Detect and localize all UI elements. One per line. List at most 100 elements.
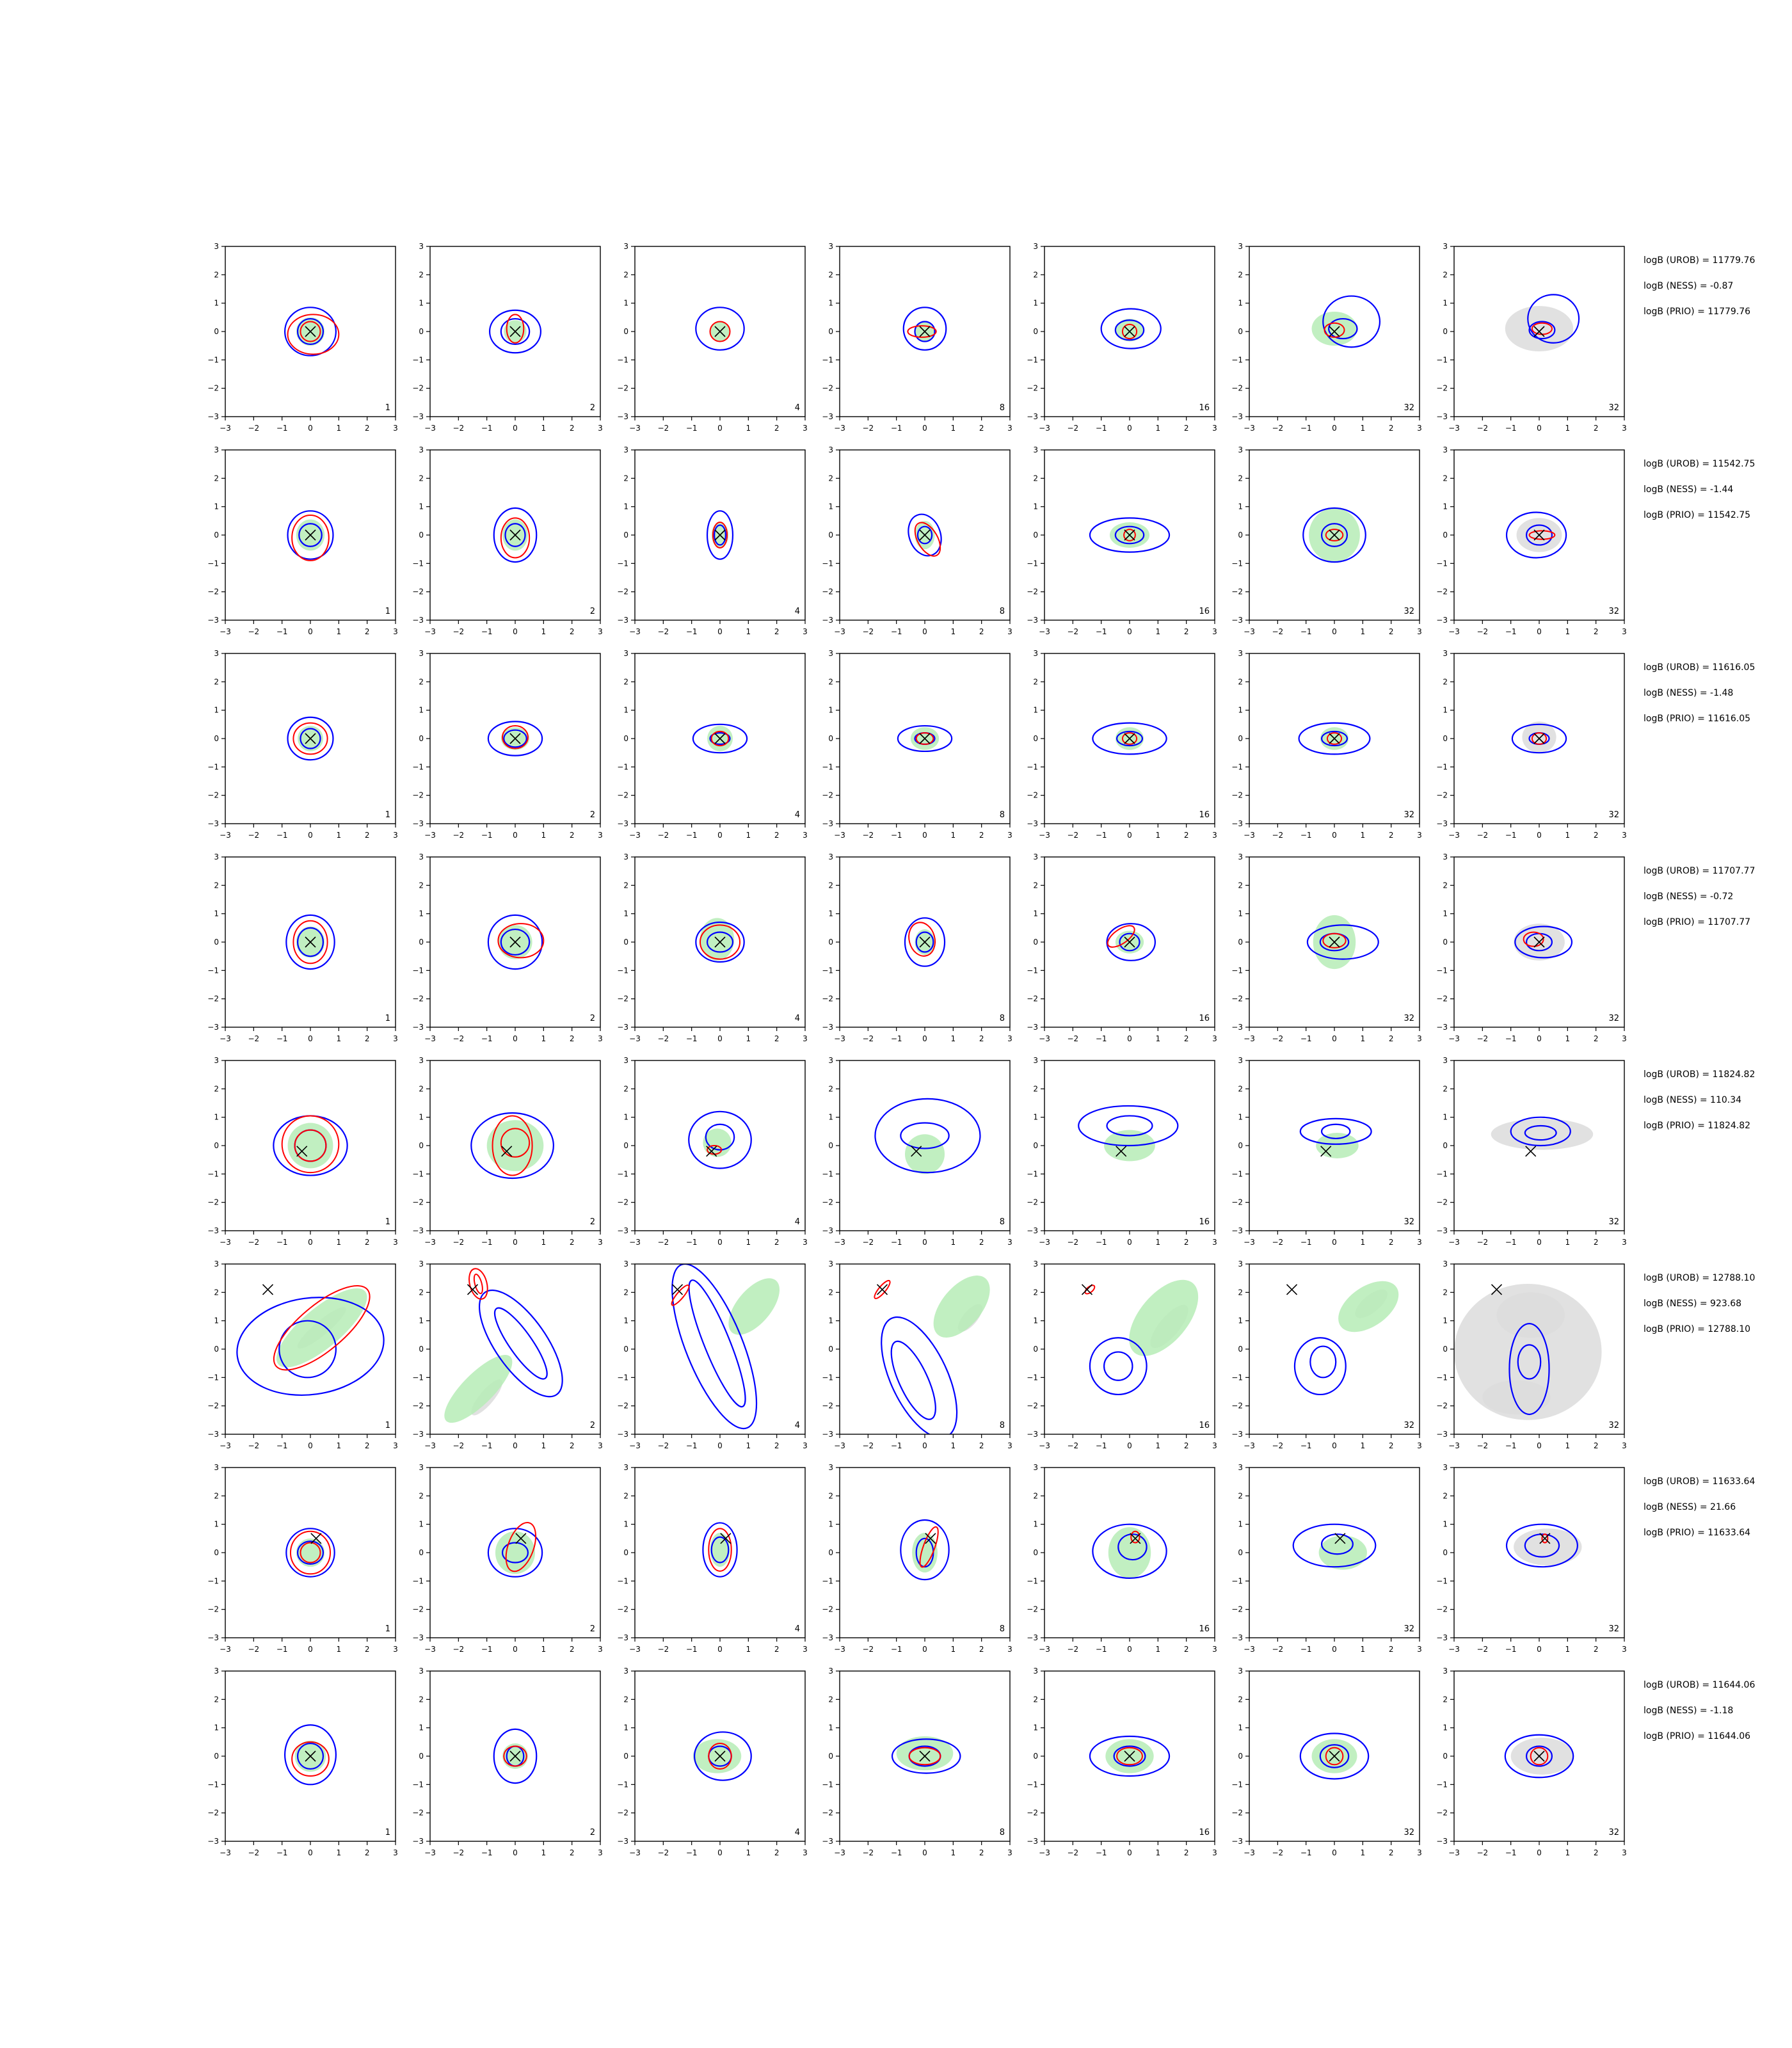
y-tick-label: −2 <box>1231 1605 1243 1614</box>
x-tick-label: 3 <box>1417 1441 1422 1450</box>
blue-contour <box>1293 1337 1347 1396</box>
x-tick-label: −2 <box>1476 831 1488 840</box>
y-tick-label: −1 <box>822 1576 833 1585</box>
y-tick-label: 0 <box>214 1345 219 1354</box>
panel-plot-area <box>1311 295 1381 348</box>
y-tick-label: −1 <box>1436 1169 1448 1178</box>
x-tick-label: −1 <box>1096 424 1107 433</box>
x-tick-label: −3 <box>629 1441 641 1450</box>
panel-plot-area <box>874 1098 981 1174</box>
y-tick-label: 2 <box>419 881 424 890</box>
red-contour <box>915 732 934 745</box>
y-tick-label: 3 <box>1033 852 1038 861</box>
y-tick-label: 2 <box>1033 1084 1038 1093</box>
y-tick-label: 0 <box>623 1752 628 1761</box>
y-tick-label: −1 <box>822 1780 833 1789</box>
x-tick-label: 1 <box>541 627 547 636</box>
red-contour <box>1107 925 1135 948</box>
true-value-marker <box>305 529 316 541</box>
panel-size-label: 4 <box>795 810 800 820</box>
x-tick-label: −1 <box>1300 1034 1312 1043</box>
y-tick-label: −2 <box>1027 588 1038 596</box>
y-tick-label: −3 <box>412 1023 424 1032</box>
true-value-marker <box>305 936 316 948</box>
y-tick-label: 0 <box>1443 1345 1448 1354</box>
logb-stat-label: logB (NESS) = 21.66 <box>1644 1502 1736 1512</box>
x-tick-label: 2 <box>1184 831 1189 840</box>
x-tick-label: 3 <box>1622 831 1627 840</box>
y-tick-label: −1 <box>617 559 628 568</box>
x-tick-label: −1 <box>276 424 288 433</box>
panel-size-label: 8 <box>1000 1014 1005 1023</box>
true-value-marker <box>714 936 726 948</box>
y-tick-label: 0 <box>828 1345 833 1354</box>
x-tick-label: 1 <box>746 1441 751 1450</box>
x-tick-label: 3 <box>1417 831 1422 840</box>
y-tick-label: −1 <box>822 355 833 364</box>
x-tick-label: 3 <box>803 1238 808 1247</box>
y-tick-label: 2 <box>419 474 424 483</box>
blue-contour <box>916 525 933 545</box>
x-tick-label: 2 <box>979 1034 984 1043</box>
x-tick-label: 0 <box>1537 831 1542 840</box>
panel-plot-area <box>487 721 543 756</box>
x-tick-label: −1 <box>1505 1238 1517 1247</box>
y-tick-label: 3 <box>419 1260 424 1268</box>
x-tick-label: −1 <box>481 1238 493 1247</box>
x-tick-label: −3 <box>1244 424 1255 433</box>
panel-size-label: 4 <box>795 403 800 413</box>
y-tick-label: 0 <box>1033 1548 1038 1557</box>
x-tick-label: 0 <box>1537 627 1542 636</box>
y-tick-label: 1 <box>214 299 219 308</box>
y-tick-label: 3 <box>214 852 219 861</box>
x-tick-label: 3 <box>1007 1441 1012 1450</box>
true-value-marker <box>714 1750 726 1762</box>
x-tick-label: 1 <box>541 1238 547 1247</box>
x-tick-label: 3 <box>1417 1848 1422 1857</box>
x-tick-label: −1 <box>276 1645 288 1654</box>
x-tick-label: 2 <box>774 1034 780 1043</box>
logb-stat-label: logB (PRIO) = 11779.76 <box>1644 307 1750 317</box>
x-tick-label: 0 <box>1127 627 1132 636</box>
panel-size-label: 16 <box>1199 403 1210 413</box>
y-tick-label: 1 <box>1033 502 1038 511</box>
x-tick-label: −3 <box>1244 1238 1255 1247</box>
red-contour <box>908 922 936 957</box>
y-tick-label: 2 <box>623 1288 628 1297</box>
x-tick-label: 2 <box>1389 1238 1394 1247</box>
y-tick-label: 0 <box>419 1752 424 1761</box>
y-tick-label: −3 <box>617 1023 628 1032</box>
y-tick-label: −3 <box>207 616 219 625</box>
y-tick-label: −1 <box>207 762 219 771</box>
y-tick-label: 3 <box>214 1260 219 1268</box>
y-tick-label: 2 <box>214 1084 219 1093</box>
blue-contour <box>897 724 953 753</box>
y-tick-label: 0 <box>623 734 628 743</box>
x-tick-label: 3 <box>1622 424 1627 433</box>
x-tick-label: −2 <box>1067 1441 1078 1450</box>
y-tick-label: 0 <box>1033 938 1038 947</box>
x-tick-label: 0 <box>513 1645 518 1654</box>
x-tick-label: 0 <box>717 831 723 840</box>
y-tick-label: 2 <box>1033 1695 1038 1704</box>
x-tick-label: 2 <box>1594 1645 1599 1654</box>
blue-contour <box>488 309 542 354</box>
blue-contour <box>881 1316 958 1434</box>
blue-contour <box>1089 517 1171 553</box>
y-tick-label: 0 <box>1033 327 1038 336</box>
panel-plot-area <box>1078 1105 1179 1162</box>
y-tick-label: 3 <box>828 1667 833 1676</box>
x-tick-label: −3 <box>1244 1441 1255 1450</box>
x-tick-label: 1 <box>337 1238 342 1247</box>
panel-size-label: 1 <box>385 1828 390 1837</box>
x-tick-label: 2 <box>774 627 780 636</box>
blue-contour <box>285 914 335 970</box>
x-tick-label: −2 <box>862 1238 874 1247</box>
blue-contour <box>1528 321 1556 340</box>
x-tick-label: 2 <box>365 1238 370 1247</box>
y-tick-label: −1 <box>1027 1576 1038 1585</box>
blue-contour <box>694 1731 752 1781</box>
x-tick-label: 0 <box>922 424 927 433</box>
y-tick-label: 0 <box>419 531 424 540</box>
panel-r6-c1: −3 −2 −1 0 1 2 3 −3 −2 −1 0 1 2 3 1 <box>207 1260 398 1450</box>
